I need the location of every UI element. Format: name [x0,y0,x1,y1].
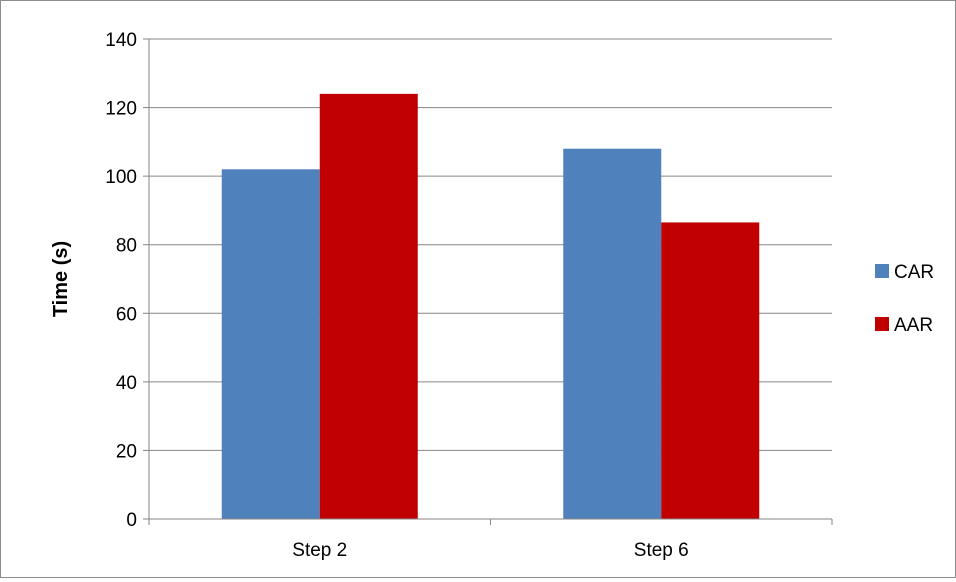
y-tick-label: 0 [126,510,137,531]
y-tick-label: 20 [116,441,137,462]
y-axis-title: Time (s) [50,241,72,317]
y-tick-label: 100 [105,167,137,188]
bar-car-step-6 [563,148,662,519]
y-tick-label: 80 [116,236,137,257]
x-category-label: Step 2 [292,540,347,561]
x-category-label: Step 6 [634,540,689,561]
y-tick-label: 60 [116,304,137,325]
legend-swatch-car [875,264,889,278]
bar-aar-step-6 [661,222,760,519]
legend: CAR AAR [875,262,934,336]
legend-swatch-aar [875,317,889,331]
y-tick-labels: 0 20 40 60 80 100 120 140 [105,30,137,531]
y-tick-label: 40 [116,373,137,394]
legend-label-aar: AAR [894,315,933,336]
y-tick-label: 140 [105,30,137,51]
legend-label-car: CAR [894,262,934,283]
axes [143,38,833,525]
bars [221,93,760,520]
y-tick-label: 120 [105,99,137,120]
bar-car-step-2 [221,169,320,520]
x-category-labels: Step 2 Step 6 [292,540,688,561]
bar-aar-step-2 [319,93,418,519]
